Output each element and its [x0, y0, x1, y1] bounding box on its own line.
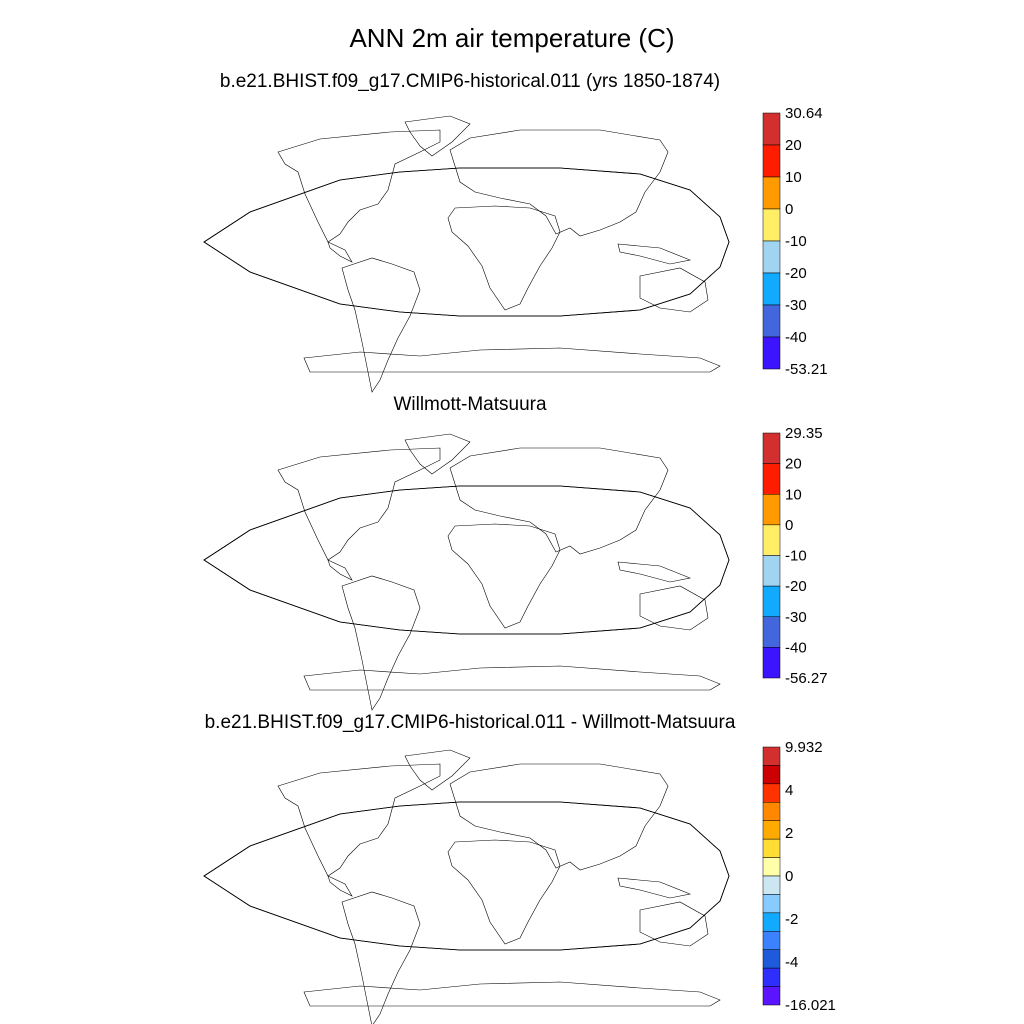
colorbar-swatch — [762, 176, 781, 210]
panel-title: b.e21.BHIST.f09_g17.CMIP6-historical.011… — [205, 712, 736, 733]
panel-model: b.e21.BHIST.f09_g17.CMIP6-historical.011… — [203, 71, 828, 393]
colorbar-swatch — [762, 875, 781, 895]
colorbar-swatch — [762, 585, 781, 617]
colorbar-swatch — [762, 524, 781, 556]
colorbar-swatch — [762, 555, 781, 587]
colorbar-label: -40 — [785, 639, 807, 656]
panel-title: Willmott-Matsuura — [393, 394, 547, 415]
panel-obs: Willmott-Matsuura 29.35 20 10 0 -10 -20 -30 -40… — [203, 394, 828, 711]
colorbar-swatch — [762, 967, 781, 987]
colorbar-model: 30.64 20 10 0 -10 -20 -30 -40 -53.21 — [762, 105, 828, 378]
colorbar-label: -30 — [785, 297, 807, 314]
colorbar-swatch — [762, 463, 781, 495]
colorbar-label: 10 — [785, 486, 802, 503]
colorbar-label: 30.64 — [785, 105, 823, 122]
colorbar-swatch — [762, 949, 781, 969]
colorbar-swatch — [762, 931, 781, 950]
colorbar-swatch — [762, 272, 781, 306]
colorbar-obs: 29.35 20 10 0 -10 -20 -30 -40 -56.27 — [762, 425, 828, 687]
colorbar-swatch — [762, 240, 781, 274]
map-diff — [203, 749, 730, 1024]
colorbar-label: -10 — [785, 548, 807, 565]
colorbar-swatch — [762, 208, 781, 242]
colorbar-label: -4 — [785, 954, 798, 971]
colorbar-label: 0 — [785, 517, 793, 534]
colorbar-label: 9.932 — [785, 739, 823, 756]
colorbar-swatch — [762, 765, 781, 785]
colorbar-swatch — [762, 144, 781, 178]
colorbar-label: -10 — [785, 233, 807, 250]
colorbar-swatch — [762, 432, 781, 464]
colorbar-swatch — [762, 894, 781, 914]
colorbar-swatch — [762, 912, 781, 932]
colorbar-label: -53.21 — [785, 361, 828, 378]
colorbar-label: -30 — [785, 609, 807, 626]
colorbar-label: -16.021 — [785, 997, 836, 1014]
panel-diff: b.e21.BHIST.f09_g17.CMIP6-historical.011… — [203, 712, 836, 1024]
colorbar-swatch — [762, 820, 781, 840]
colorbar-label: -56.27 — [785, 670, 828, 687]
colorbar-diff: 9.932 4 2 0 -2 -4 -16.021 — [762, 739, 836, 1014]
map-obs — [203, 433, 730, 711]
colorbar-label: 10 — [785, 169, 802, 186]
colorbar-label: -2 — [785, 911, 798, 928]
colorbar-label: -20 — [785, 578, 807, 595]
colorbar-swatch — [762, 838, 781, 858]
colorbar-swatch — [762, 112, 781, 146]
colorbar-swatch — [762, 616, 781, 648]
colorbar-swatch — [762, 304, 781, 338]
figure-title: ANN 2m air temperature (C) — [349, 23, 674, 53]
colorbar-label: -40 — [785, 329, 807, 346]
colorbar-label: 4 — [785, 782, 793, 799]
colorbar-label: 0 — [785, 201, 793, 218]
colorbar-label: -20 — [785, 265, 807, 282]
colorbar-label: 0 — [785, 868, 793, 885]
panel-title: b.e21.BHIST.f09_g17.CMIP6-historical.011… — [220, 71, 720, 92]
colorbar-swatch — [762, 746, 781, 766]
colorbar-swatch — [762, 857, 781, 877]
map-model — [203, 115, 730, 393]
colorbar-swatch — [762, 783, 781, 803]
colorbar-swatch — [762, 494, 781, 526]
colorbar-swatch — [762, 336, 781, 370]
colorbar-label: 20 — [785, 137, 802, 154]
colorbar-label: 29.35 — [785, 425, 823, 442]
colorbar-label: 20 — [785, 456, 802, 473]
colorbar-swatch — [762, 986, 781, 1006]
colorbar-label: 2 — [785, 825, 793, 842]
colorbar-swatch — [762, 647, 781, 679]
colorbar-swatch — [762, 802, 781, 821]
